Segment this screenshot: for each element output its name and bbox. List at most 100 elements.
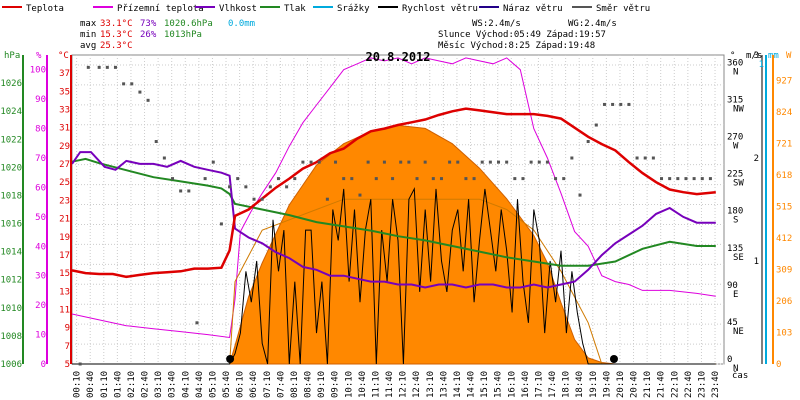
wind-direction-point [113, 65, 117, 69]
sunrise-marker [226, 355, 235, 363]
stats-min-temp: 15.3°C [100, 30, 133, 40]
wind-direction-point [643, 156, 647, 160]
temperature-tick: 5 [65, 360, 70, 370]
direction-tick-deg: 180 [727, 207, 743, 217]
x-tick-label: 12:40 [412, 371, 422, 398]
temperature-tick: 35 [59, 87, 70, 97]
wind-direction-point [708, 177, 712, 181]
direction-tick-label: NW [733, 104, 744, 114]
x-tick-label: 11:10 [371, 371, 381, 398]
x-tick-label: 03:10 [154, 371, 164, 398]
wind-direction-point [309, 160, 313, 164]
x-tick-label: 00:40 [86, 371, 96, 398]
wind-direction-point [660, 177, 664, 181]
wind-direction-point [480, 160, 484, 164]
pressure-tick: 1014 [0, 248, 22, 258]
wind-direction-point [448, 160, 452, 164]
temperature-tick: 33 [59, 106, 70, 116]
direction-tick-deg: 315 [727, 95, 743, 105]
solar-unit: W [786, 51, 792, 61]
temperature-tick: 19 [59, 233, 70, 243]
legend-label-rychlost: Rychlost větru [402, 4, 478, 14]
rain-tick: 1 [759, 60, 764, 70]
humidity-tick: 0 [41, 360, 46, 370]
stats-avg-label: avg [80, 41, 96, 51]
temperature-tick: 7 [65, 342, 70, 352]
pressure-tick: 1010 [0, 304, 22, 314]
wind-tick: 3 [754, 51, 759, 61]
x-tick-label: 15:40 [494, 371, 504, 398]
x-tick-label: 21:40 [657, 371, 667, 398]
wind-direction-point [415, 177, 419, 181]
stats-block: max 33.1°C 73% 1020.6hPa 0.0mm min 15.3°… [80, 19, 617, 51]
wind-direction-point [529, 160, 533, 164]
legend-label-naraz: Náraz větru [503, 4, 563, 14]
wind-direction-point [301, 160, 305, 164]
wind-direction-point [692, 177, 696, 181]
legend-label-smer: Směr větru [596, 4, 650, 14]
pressure-tick: 1022 [0, 135, 22, 145]
series-temperature [71, 107, 716, 279]
humidity-tick: 10 [35, 331, 46, 341]
stats-max-hum: 73% [140, 19, 157, 29]
wind-direction-point [122, 82, 126, 86]
direction-tick-label: W [733, 142, 739, 152]
legend-label-prizemni: Přízemní teplota [117, 4, 204, 14]
wind-direction-point [228, 185, 232, 189]
x-tick-label: 10:40 [358, 371, 368, 398]
direction-unit: ° [730, 51, 735, 61]
x-tick-label: 08:10 [290, 371, 300, 398]
stats-max-rain: 0.0mm [228, 19, 255, 29]
x-tick-label: 05:10 [208, 371, 218, 398]
solar-tick: 618 [776, 171, 792, 181]
legend-label-srazky: Srážky [337, 4, 370, 14]
x-tick-label: 10:10 [344, 371, 354, 398]
wind-direction-point [456, 160, 460, 164]
wind-direction-point [602, 102, 606, 106]
stats-max-label: max [80, 19, 97, 29]
x-tick-label: 04:40 [195, 371, 205, 398]
x-tick-label: 05:40 [222, 371, 232, 398]
wind-direction-point [537, 160, 541, 164]
temperature-tick: 21 [59, 215, 70, 225]
wind-direction-point [187, 189, 191, 193]
wind-direction-point [162, 156, 166, 160]
x-tick-label: 20:40 [630, 371, 640, 398]
humidity-tick: 80 [35, 125, 46, 135]
humidity-unit: % [36, 51, 42, 61]
legend-item-rychlost: Rychlost větru [378, 4, 478, 14]
temperature-tick: 31 [59, 124, 70, 134]
solar-tick: 721 [776, 139, 792, 149]
solar-tick: 412 [776, 234, 792, 244]
wind-direction-point [146, 98, 150, 102]
direction-tick-deg: 0 [727, 355, 732, 365]
wind-direction-point [423, 160, 427, 164]
x-tick-label: 01:40 [113, 371, 123, 398]
wind-direction-point [488, 160, 492, 164]
axes: 1006100810101012101410161018102010221024… [0, 51, 792, 398]
wind-direction-point [570, 156, 574, 160]
legend-item-vlhkost: Vlhkost [195, 4, 257, 14]
x-axis-label: čas [732, 370, 748, 381]
x-tick-label: 13:10 [426, 371, 436, 398]
direction-tick-deg: 45 [727, 318, 738, 328]
direction-tick-deg: 360 [727, 58, 743, 68]
humidity-tick: 50 [35, 213, 46, 223]
stats-max-temp: 33.1°C [100, 19, 133, 29]
wind-direction-point [627, 102, 631, 106]
x-tick-label: 17:40 [548, 371, 558, 398]
wind-direction-point [651, 156, 655, 160]
wind-direction-point [439, 177, 443, 181]
wind-direction-point [219, 222, 223, 226]
stats-max-press: 1020.6hPa [164, 19, 213, 29]
wind-direction-point [203, 177, 207, 181]
wind-direction-point [260, 197, 264, 201]
humidity-tick: 20 [35, 301, 46, 311]
x-tick-label: 14:10 [453, 371, 463, 398]
temperature-tick: 29 [59, 142, 70, 152]
solar-tick: 103 [776, 328, 792, 338]
temperature-tick: 13 [59, 287, 70, 297]
wind-direction-point [86, 65, 90, 69]
wind-direction-point [195, 321, 199, 325]
